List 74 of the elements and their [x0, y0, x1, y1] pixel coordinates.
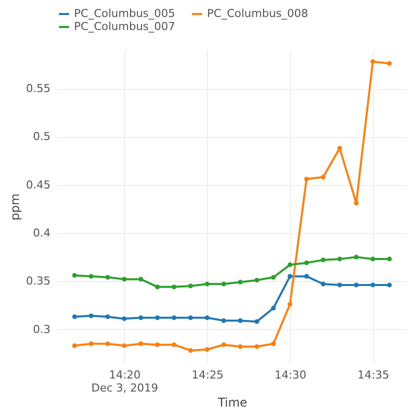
point: [387, 256, 392, 262]
point: [138, 341, 144, 346]
point: [238, 280, 243, 284]
point: [105, 314, 110, 320]
point: [172, 315, 176, 320]
point: [188, 315, 193, 320]
point: [72, 314, 77, 320]
point: [221, 282, 226, 286]
point: [288, 262, 292, 268]
point: [254, 278, 260, 283]
x-tick-label: 14:25: [192, 368, 224, 382]
point: [271, 306, 276, 310]
point: [354, 254, 359, 260]
point: [105, 341, 110, 346]
point: [354, 200, 359, 206]
point: [238, 318, 243, 323]
point: [72, 343, 77, 348]
point: [88, 274, 94, 279]
legend-label: PC_Columbus_005: [74, 7, 176, 20]
point: [88, 313, 94, 318]
point: [155, 315, 160, 320]
point: [254, 319, 260, 324]
x-axis-title: Time: [216, 396, 248, 410]
point: [204, 282, 210, 286]
point: [370, 282, 376, 288]
point: [304, 274, 309, 279]
point: [387, 61, 392, 66]
point: [88, 341, 94, 346]
point: [188, 348, 193, 353]
point: [304, 176, 309, 182]
point: [138, 276, 144, 282]
point: [337, 256, 342, 262]
point: [271, 274, 276, 280]
point: [320, 258, 326, 262]
point: [204, 347, 210, 352]
point: [138, 315, 144, 320]
point: [320, 174, 326, 180]
point: [105, 274, 110, 280]
legend-label: PC_Columbus_007: [74, 20, 176, 33]
x-tick-label: 14:30: [274, 368, 306, 382]
point: [320, 282, 326, 286]
point: [221, 318, 226, 323]
legend-label: PC_Columbus_008: [207, 7, 308, 20]
point: [370, 59, 376, 64]
point: [271, 341, 276, 346]
point: [337, 282, 342, 288]
x-tick-label: 14:35: [358, 368, 390, 382]
point: [155, 342, 160, 348]
point: [155, 284, 160, 290]
x-tick-label: 14:20 Dec 3, 2019: [91, 368, 158, 394]
point: [354, 282, 359, 288]
point: [122, 276, 127, 282]
point: [254, 344, 260, 349]
y-tick-label: 0.4: [33, 226, 50, 240]
y-tick-label: 0.5: [33, 130, 50, 144]
point: [204, 315, 210, 320]
point: [188, 284, 193, 288]
point: [288, 302, 292, 307]
y-tick-label: 0.45: [26, 178, 50, 192]
point: [72, 273, 77, 278]
point: [172, 342, 176, 348]
y-tick-label: 0.55: [26, 82, 50, 96]
point: [370, 256, 376, 262]
y-tick-label: 0.35: [26, 274, 50, 288]
y-axis-title: ppm: [8, 194, 22, 220]
point: [387, 282, 392, 288]
point: [172, 284, 176, 290]
point: [221, 342, 226, 348]
point: [304, 260, 309, 266]
y-tick-label: 0.3: [33, 322, 50, 336]
point: [122, 343, 127, 348]
point: [288, 274, 292, 279]
point: [238, 344, 243, 349]
point: [122, 316, 127, 322]
